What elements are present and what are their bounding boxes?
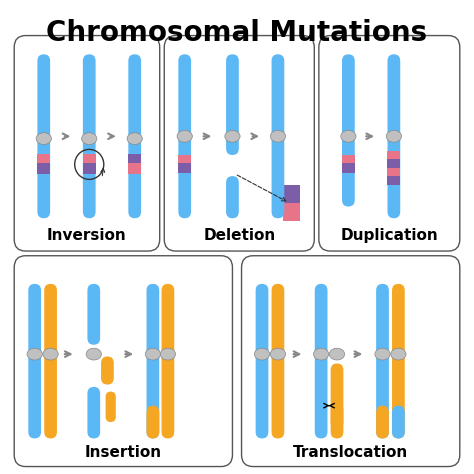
- FancyBboxPatch shape: [101, 356, 114, 384]
- Bar: [128, 164, 141, 174]
- Bar: [37, 164, 50, 174]
- FancyBboxPatch shape: [319, 36, 460, 251]
- FancyBboxPatch shape: [331, 364, 343, 438]
- Bar: [283, 185, 300, 203]
- FancyBboxPatch shape: [272, 284, 284, 438]
- Ellipse shape: [386, 130, 401, 142]
- FancyBboxPatch shape: [178, 55, 191, 218]
- Ellipse shape: [313, 348, 329, 360]
- Ellipse shape: [160, 348, 175, 360]
- Text: Duplication: Duplication: [340, 228, 438, 243]
- FancyBboxPatch shape: [342, 55, 355, 207]
- FancyBboxPatch shape: [87, 387, 100, 438]
- Bar: [37, 154, 50, 164]
- FancyBboxPatch shape: [83, 55, 96, 218]
- Ellipse shape: [255, 348, 270, 360]
- FancyBboxPatch shape: [146, 284, 159, 438]
- Ellipse shape: [27, 348, 42, 360]
- Text: Insertion: Insertion: [85, 445, 162, 459]
- Text: Chromosomal Mutations: Chromosomal Mutations: [46, 19, 428, 47]
- FancyBboxPatch shape: [392, 284, 405, 438]
- FancyBboxPatch shape: [87, 284, 100, 345]
- Text: Inversion: Inversion: [47, 228, 127, 243]
- Ellipse shape: [177, 130, 192, 142]
- Bar: [128, 154, 141, 164]
- Bar: [388, 151, 400, 160]
- FancyBboxPatch shape: [376, 284, 389, 438]
- Ellipse shape: [43, 348, 58, 360]
- Bar: [342, 155, 355, 164]
- FancyBboxPatch shape: [14, 36, 160, 251]
- FancyBboxPatch shape: [14, 256, 232, 466]
- FancyBboxPatch shape: [128, 55, 141, 218]
- Ellipse shape: [341, 130, 356, 142]
- FancyBboxPatch shape: [255, 284, 268, 438]
- Bar: [178, 164, 191, 173]
- FancyBboxPatch shape: [331, 403, 343, 429]
- FancyBboxPatch shape: [226, 176, 239, 218]
- Bar: [388, 176, 400, 184]
- FancyBboxPatch shape: [28, 284, 41, 438]
- Bar: [388, 159, 400, 168]
- Bar: [83, 164, 96, 174]
- FancyBboxPatch shape: [272, 55, 284, 218]
- Ellipse shape: [36, 133, 51, 145]
- Ellipse shape: [375, 348, 390, 360]
- Ellipse shape: [391, 348, 406, 360]
- Bar: [178, 155, 191, 164]
- Ellipse shape: [225, 130, 240, 142]
- Ellipse shape: [145, 348, 161, 360]
- Ellipse shape: [82, 133, 97, 145]
- Bar: [283, 203, 300, 220]
- FancyBboxPatch shape: [242, 256, 460, 466]
- FancyBboxPatch shape: [106, 392, 116, 422]
- FancyBboxPatch shape: [315, 284, 328, 438]
- FancyBboxPatch shape: [392, 406, 405, 438]
- FancyBboxPatch shape: [162, 284, 174, 438]
- Ellipse shape: [270, 130, 285, 142]
- Bar: [83, 154, 96, 164]
- Bar: [388, 168, 400, 176]
- FancyBboxPatch shape: [388, 55, 400, 218]
- FancyBboxPatch shape: [226, 55, 239, 155]
- Ellipse shape: [127, 133, 142, 145]
- FancyBboxPatch shape: [164, 36, 314, 251]
- FancyBboxPatch shape: [37, 55, 50, 218]
- Text: Deletion: Deletion: [203, 228, 275, 243]
- Text: Translocation: Translocation: [293, 445, 408, 459]
- FancyBboxPatch shape: [146, 406, 159, 438]
- FancyBboxPatch shape: [44, 284, 57, 438]
- Ellipse shape: [86, 348, 101, 360]
- Ellipse shape: [270, 348, 285, 360]
- Ellipse shape: [329, 348, 345, 360]
- Bar: [342, 164, 355, 173]
- FancyBboxPatch shape: [376, 406, 389, 438]
